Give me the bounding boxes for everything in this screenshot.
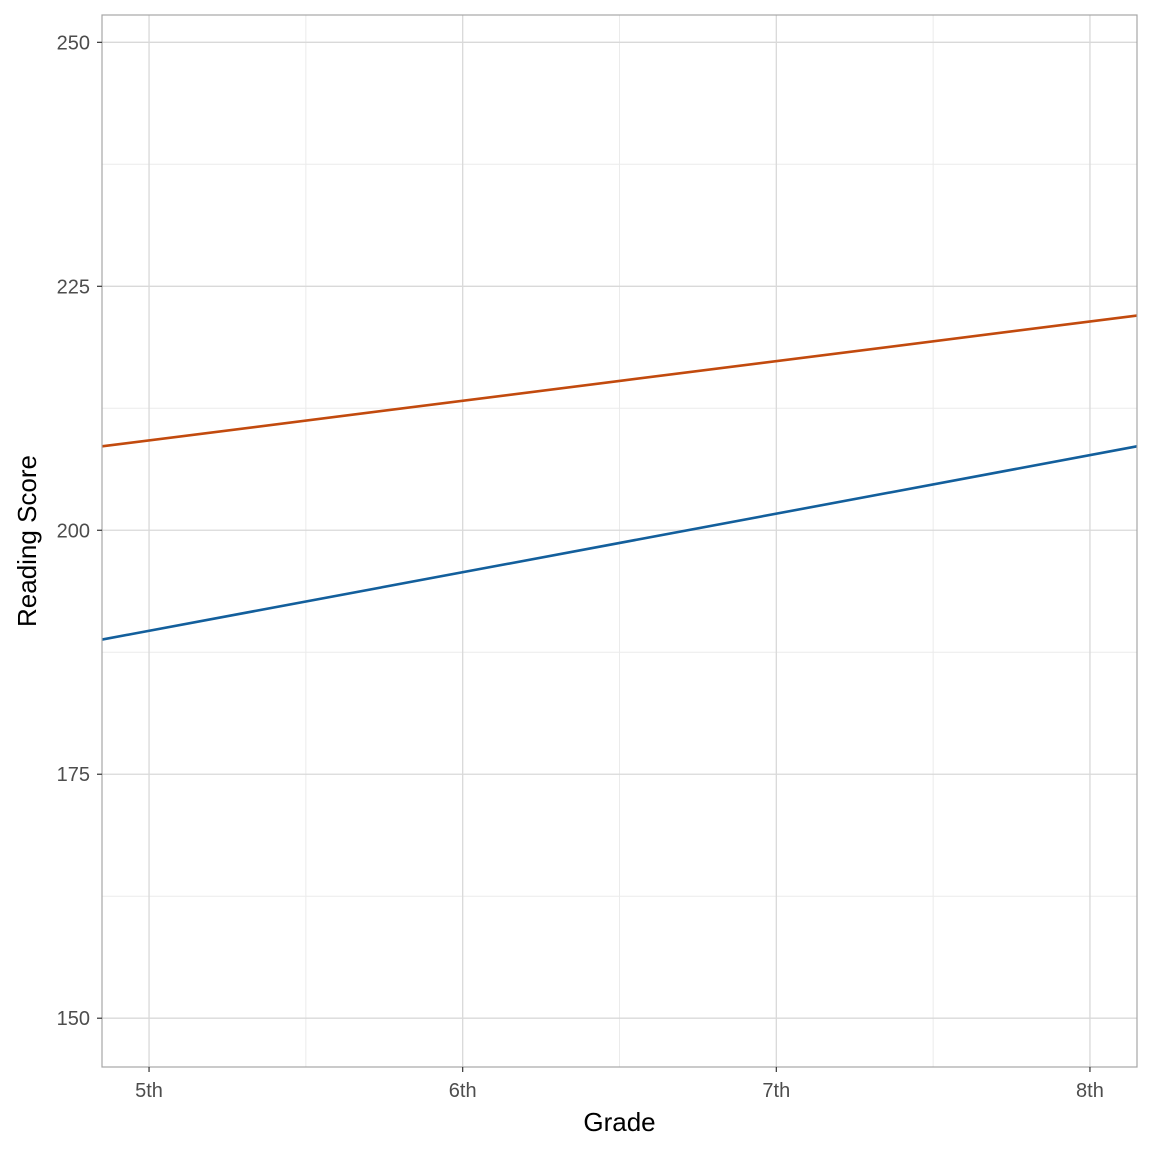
y-axis-title: Reading Score <box>12 455 42 627</box>
y-tick-label: 225 <box>57 276 90 298</box>
y-tick-label: 150 <box>57 1008 90 1030</box>
x-tick-label: 5th <box>135 1080 163 1102</box>
series-lines <box>101 314 1138 641</box>
y-tick-label: 175 <box>57 764 90 786</box>
y-tick-label: 200 <box>57 520 90 542</box>
x-tick-label: 8th <box>1076 1080 1104 1102</box>
minor-gridlines <box>102 15 1137 1067</box>
panel-border <box>101 14 1138 1068</box>
x-tick-label: 6th <box>449 1080 477 1102</box>
major-gridlines <box>102 15 1137 1067</box>
y-tick-label: 250 <box>57 32 90 54</box>
x-axis-title: Grade <box>583 1107 655 1137</box>
series-line-2 <box>101 445 1138 641</box>
x-tick-label: 7th <box>762 1080 790 1102</box>
series-line-1 <box>101 314 1138 448</box>
y-axis-ticks: 150 175 200 225 250 <box>57 32 102 1030</box>
x-axis-ticks: 5th 6th 7th 8th <box>135 1067 1104 1102</box>
